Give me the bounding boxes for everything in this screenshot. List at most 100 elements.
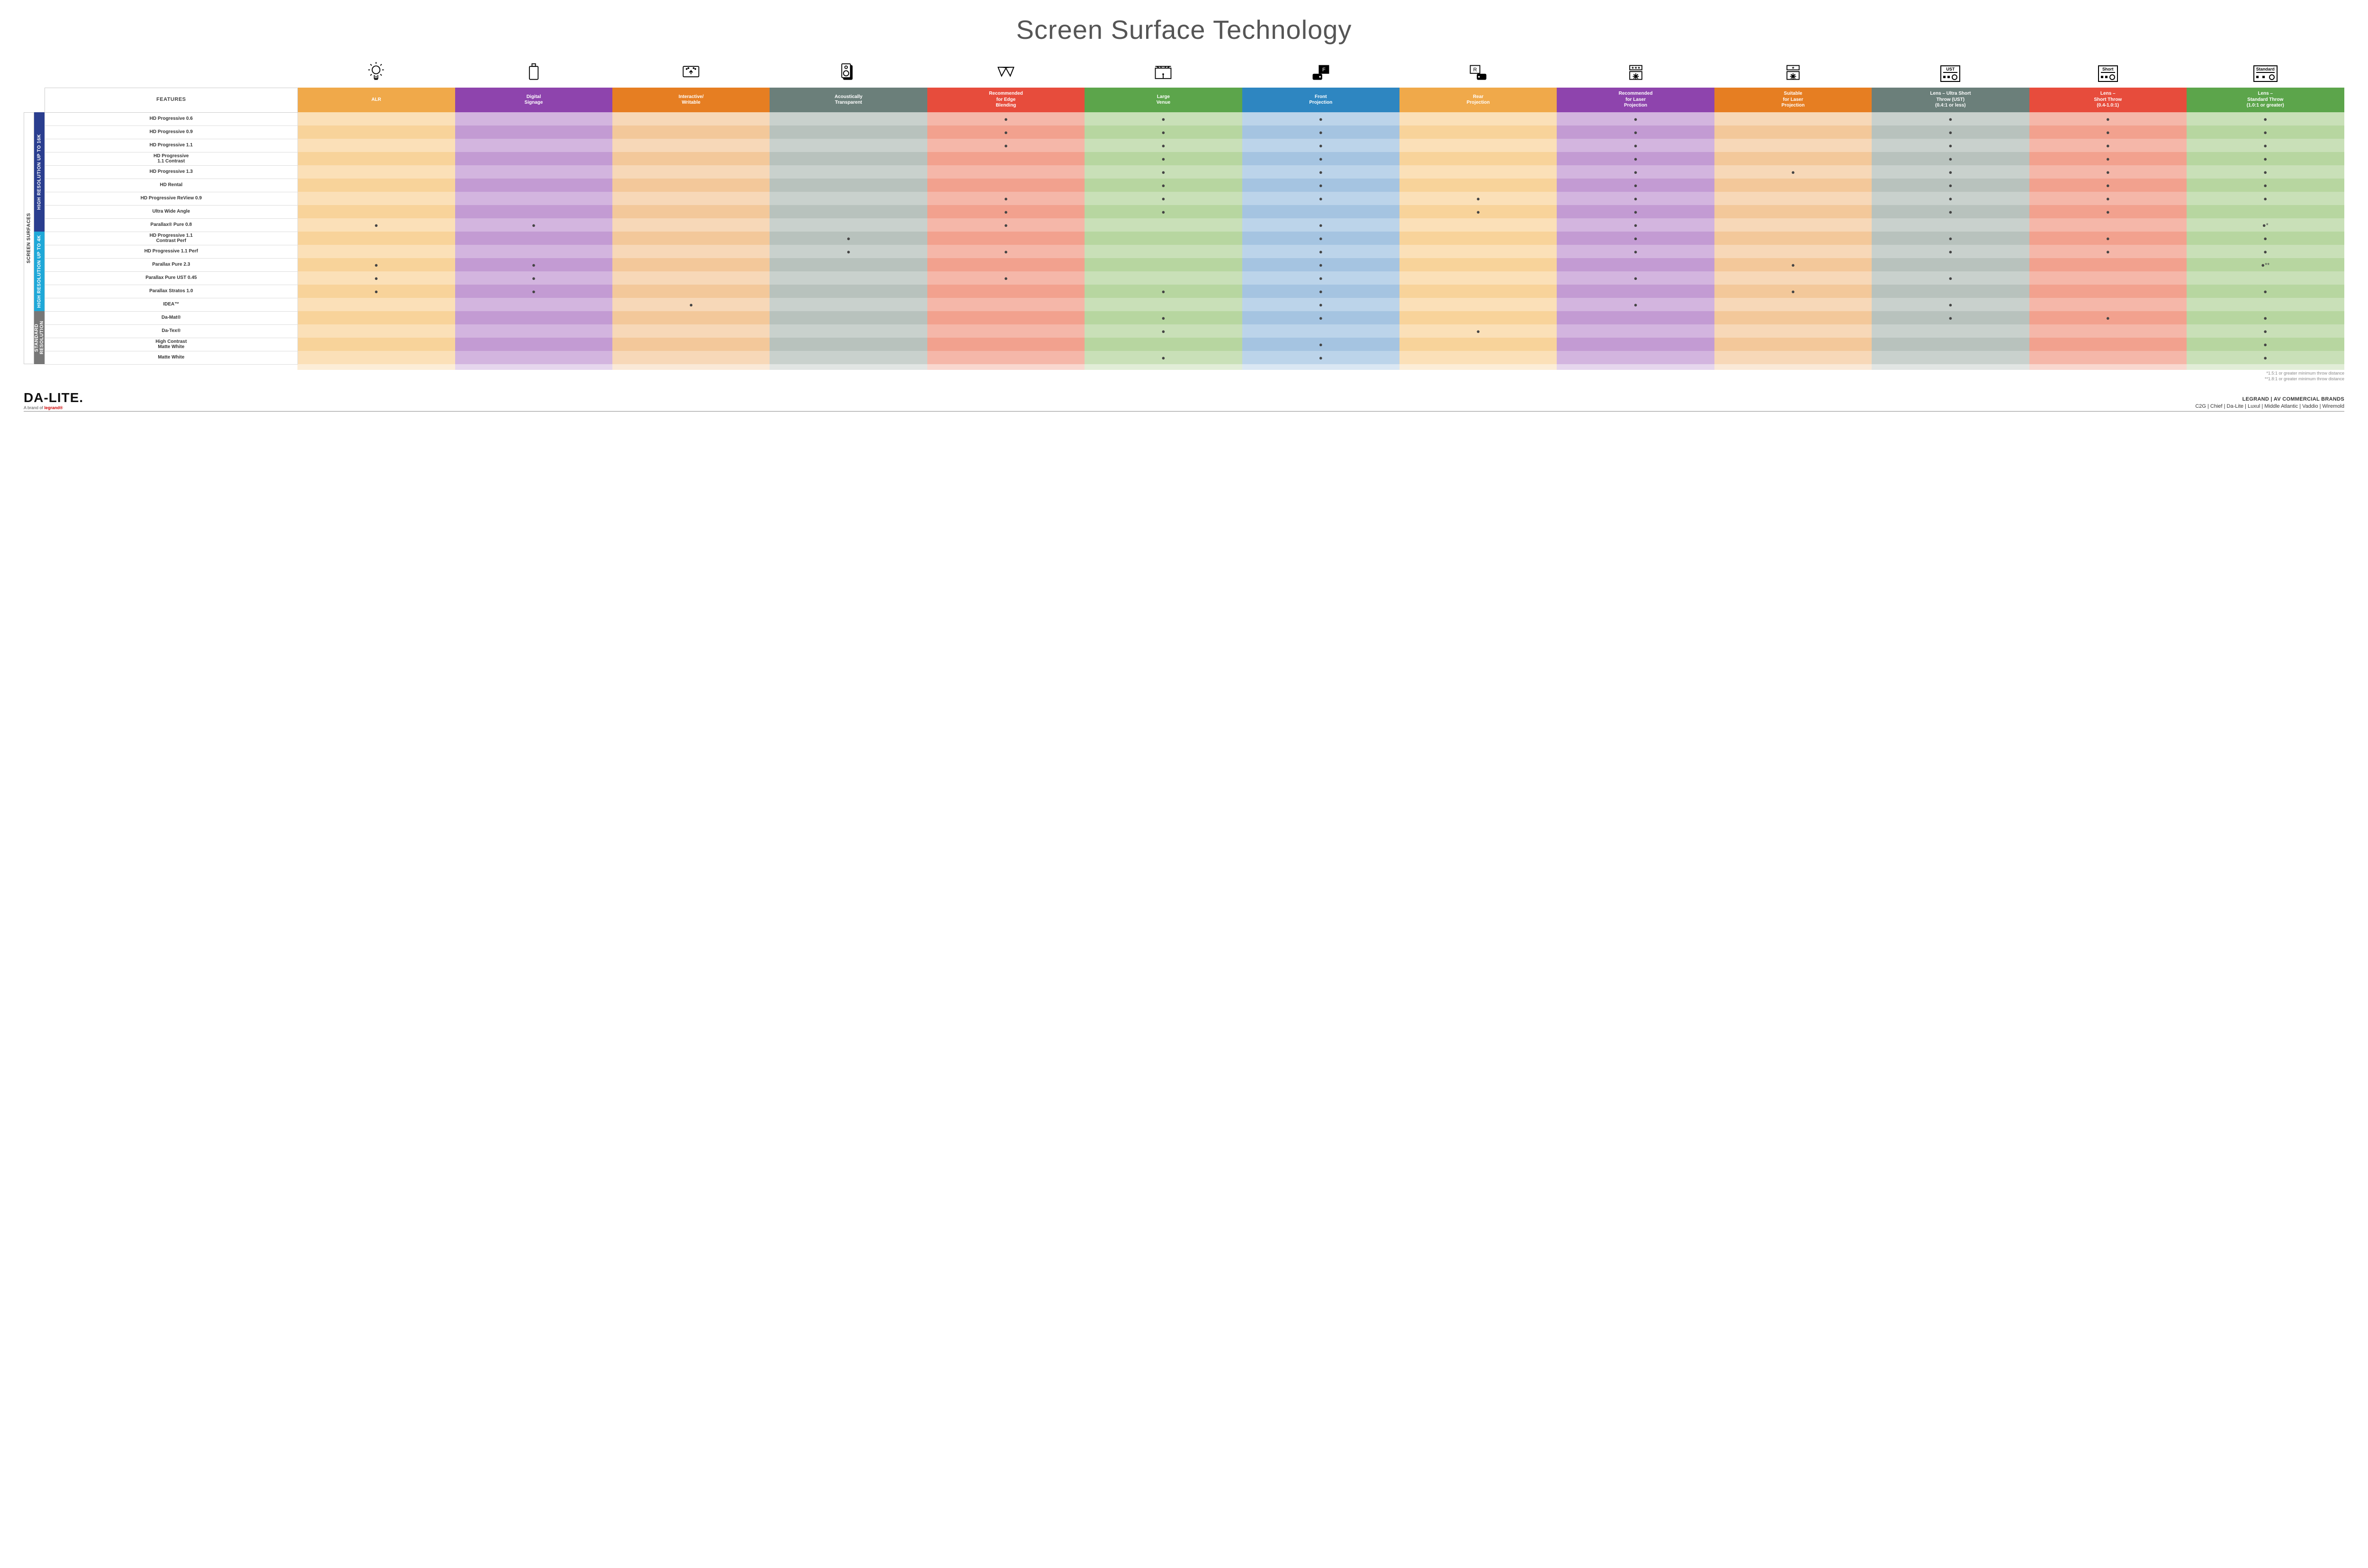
- cell: ●: [770, 232, 927, 245]
- cell: ●: [1242, 351, 1399, 364]
- cell: ●: [1872, 311, 2029, 324]
- cell: ●: [2187, 232, 2344, 245]
- logo-main: DA‑LITE.: [24, 390, 83, 405]
- int-icon: [612, 59, 770, 88]
- col-venue: LargeVenue: [1085, 88, 1242, 112]
- cell: [1872, 324, 2029, 338]
- cell: ●: [2029, 192, 2187, 205]
- cell: [770, 298, 927, 311]
- cell: [2029, 324, 2187, 338]
- cell: [612, 112, 770, 125]
- cell: [770, 311, 927, 324]
- cell: [770, 218, 927, 232]
- cell: ●: [1557, 192, 1714, 205]
- cell: [2029, 218, 2187, 232]
- cell: ●: [1557, 205, 1714, 218]
- cell: [1399, 258, 1557, 271]
- cell: ●: [612, 298, 770, 311]
- table-row: Da-Tex®●●●: [45, 324, 2344, 338]
- cell: ●: [1872, 271, 2029, 285]
- row-label: HD Progressive 1.1 Perf: [45, 245, 298, 258]
- cell: ●: [1557, 232, 1714, 245]
- cell: [1872, 338, 2029, 351]
- cell: [1714, 311, 1872, 324]
- cell: ●: [2029, 311, 2187, 324]
- cell: [770, 271, 927, 285]
- row-label: HD Progressive 1.1: [45, 139, 298, 152]
- table-row: IDEA™●●●●: [45, 298, 2344, 311]
- cell: ●*: [2187, 218, 2344, 232]
- cell: ●: [1557, 298, 1714, 311]
- table-row: HD Progressive 1.1 Perf●●●●●●●: [45, 245, 2344, 258]
- side-label-4k: HIGH RESOLUTION UP TO 4K: [34, 232, 45, 311]
- cell: [455, 338, 612, 351]
- cell: [1714, 298, 1872, 311]
- cell: ●: [2187, 285, 2344, 298]
- row-label: HD Progressive 1.1Contrast Perf: [45, 232, 298, 245]
- table-row: Parallax® Pure 0.8●●●●●●*: [45, 218, 2344, 232]
- cell: ●: [2029, 232, 2187, 245]
- cell: [770, 192, 927, 205]
- col-rear: RearProjection: [1399, 88, 1557, 112]
- cell: [770, 285, 927, 298]
- col-features: FEATURES: [45, 88, 298, 112]
- cell: ●: [1242, 298, 1399, 311]
- cell: ●: [1242, 338, 1399, 351]
- cell: ●: [1872, 192, 2029, 205]
- cell: [612, 285, 770, 298]
- col-short: Lens –Short Throw(0.4-1.0:1): [2029, 88, 2187, 112]
- col-rlaser: Recommendedfor LaserProjection: [1557, 88, 1714, 112]
- cell: ●: [1242, 311, 1399, 324]
- cell: [455, 298, 612, 311]
- col-dsig: DigitalSignage: [455, 88, 612, 112]
- cell: [1085, 298, 1242, 311]
- cell: ●: [1085, 311, 1242, 324]
- cell: ●: [1557, 165, 1714, 179]
- cell: [927, 351, 1085, 364]
- row-label: HD Progressive1.1 Contrast: [45, 152, 298, 165]
- cell: [770, 324, 927, 338]
- cell: [2029, 285, 2187, 298]
- cell: ●: [455, 258, 612, 271]
- cell: [2187, 298, 2344, 311]
- std-icon: Standard: [2187, 59, 2344, 88]
- cell: [770, 351, 927, 364]
- table-row: Matte White●●●: [45, 351, 2344, 364]
- cell: ●: [1714, 165, 1872, 179]
- cell: ●: [2029, 165, 2187, 179]
- cell: [927, 258, 1085, 271]
- cell: ●: [1557, 125, 1714, 139]
- cell: ●: [2187, 192, 2344, 205]
- cell: ●: [1557, 271, 1714, 285]
- cell: [297, 152, 455, 165]
- cell: [297, 139, 455, 152]
- cell: [1399, 351, 1557, 364]
- cell: [1714, 338, 1872, 351]
- cell: ●: [1242, 271, 1399, 285]
- rlaser-icon: ★★★: [1557, 59, 1714, 88]
- cell: [1872, 258, 2029, 271]
- cell: [770, 152, 927, 165]
- cell: ●: [297, 271, 455, 285]
- cell: [612, 179, 770, 192]
- cell: ●: [927, 205, 1085, 218]
- cell: ●: [1399, 192, 1557, 205]
- cell: [1714, 139, 1872, 152]
- cell: [1399, 218, 1557, 232]
- cell: [1399, 165, 1557, 179]
- cell: ●: [1714, 258, 1872, 271]
- cell: [612, 311, 770, 324]
- cell: [1399, 232, 1557, 245]
- cell: [2029, 271, 2187, 285]
- cell: ●: [1242, 165, 1399, 179]
- row-label: Parallax Stratos 1.0: [45, 285, 298, 298]
- cell: ●: [2029, 179, 2187, 192]
- cell: [770, 112, 927, 125]
- cell: [1557, 285, 1714, 298]
- slaser-icon: ★: [1714, 59, 1872, 88]
- cell: [1085, 218, 1242, 232]
- row-label: Da-Mat®: [45, 311, 298, 324]
- cell: [1085, 271, 1242, 285]
- row-label: HD Progressive 0.9: [45, 125, 298, 139]
- cell: [297, 179, 455, 192]
